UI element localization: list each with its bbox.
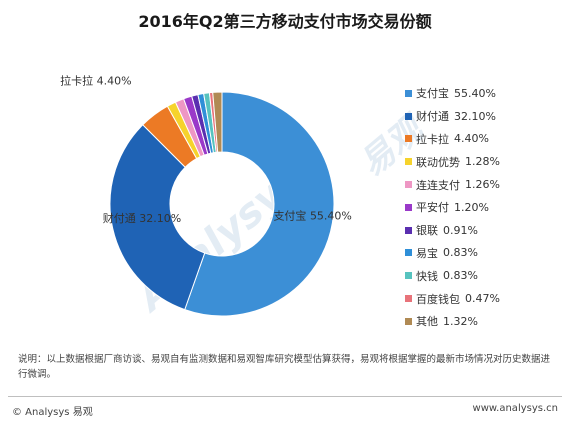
legend-swatch: [405, 135, 412, 143]
legend-swatch: [405, 226, 412, 234]
legend-swatch: [405, 112, 412, 120]
legend-swatch: [405, 203, 412, 211]
legend-swatch: [405, 249, 412, 257]
donut-label-3: 拉卡拉 4.40%: [60, 73, 131, 87]
legend-item: 平安付 1.20%: [405, 196, 565, 219]
legend-value: 0.83%: [443, 246, 478, 260]
footer-divider: [8, 396, 562, 397]
legend-item: 连连支付 1.26%: [405, 173, 565, 196]
legend-value: 0.47%: [465, 292, 500, 306]
labels-layer: 支付宝 55.40% 财付通 32.10% 拉卡拉 4.40%: [60, 73, 352, 225]
slice-2: [109, 124, 206, 311]
legend-value: 4.40%: [454, 132, 489, 146]
legend-item: 财付通 32.10%: [405, 105, 565, 128]
legend-item: 快钱 0.83%: [405, 264, 565, 287]
legend-value: 1.26%: [465, 178, 500, 192]
legend-value: 32.10%: [454, 109, 496, 123]
legend-label: 平安付: [416, 201, 449, 215]
legend-label: 易宝: [416, 246, 438, 260]
legend-value: 1.20%: [454, 200, 489, 214]
chart-title: 2016年Q2第三方移动支付市场交易份额: [138, 12, 432, 31]
legend-label: 其他: [416, 315, 438, 329]
legend-swatch: [405, 317, 412, 325]
legend-label: 联动优势: [416, 155, 460, 169]
donut-label-2: 财付通 32.10%: [103, 211, 181, 225]
slice-11: [212, 91, 223, 153]
legend-swatch: [405, 158, 412, 166]
legend-value: 1.32%: [443, 314, 478, 328]
footnote: 说明：以上数据根据厂商访谈、易观自有监测数据和易观智库研究模型估算获得，易观将根…: [18, 354, 551, 380]
footer-copyright: © Analysys 易观: [12, 407, 93, 418]
donut-chart: 支付宝 55.40% 财付通 32.10% 拉卡拉 4.40%: [60, 73, 352, 317]
legend-swatch: [405, 272, 412, 280]
donut-label-1: 支付宝 55.40%: [273, 209, 351, 223]
legend-value: 1.28%: [465, 155, 500, 169]
legend-value: 55.40%: [454, 86, 496, 100]
legend-swatch: [405, 295, 412, 303]
legend-swatch: [405, 181, 412, 189]
legend-label: 拉卡拉: [416, 132, 449, 146]
legend-item: 拉卡拉 4.40%: [405, 128, 565, 151]
legend-item: 支付宝 55.40%: [405, 82, 565, 105]
legend-value: 0.91%: [443, 223, 478, 237]
legend-label: 百度钱包: [416, 292, 460, 306]
legend-label: 连连支付: [416, 178, 460, 192]
legend-item: 百度钱包 0.47%: [405, 287, 565, 310]
slices-layer: [109, 91, 335, 317]
legend-label: 银联: [416, 224, 438, 238]
legend-label: 快钱: [416, 269, 438, 283]
legend: 支付宝 55.40% 财付通 32.10% 拉卡拉 4.40% 联动优势 1.28% 连连支付 1…: [405, 82, 565, 333]
legend-swatch: [405, 89, 412, 97]
legend-item: 联动优势 1.28%: [405, 150, 565, 173]
legend-item: 其他 1.32%: [405, 310, 565, 333]
legend-item: 银联 0.91%: [405, 219, 565, 242]
footer-website: www.analysys.cn: [472, 403, 558, 414]
legend-item: 易宝 0.83%: [405, 242, 565, 265]
legend-label: 支付宝: [416, 87, 449, 101]
legend-label: 财付通: [416, 110, 449, 124]
legend-value: 0.83%: [443, 269, 478, 283]
